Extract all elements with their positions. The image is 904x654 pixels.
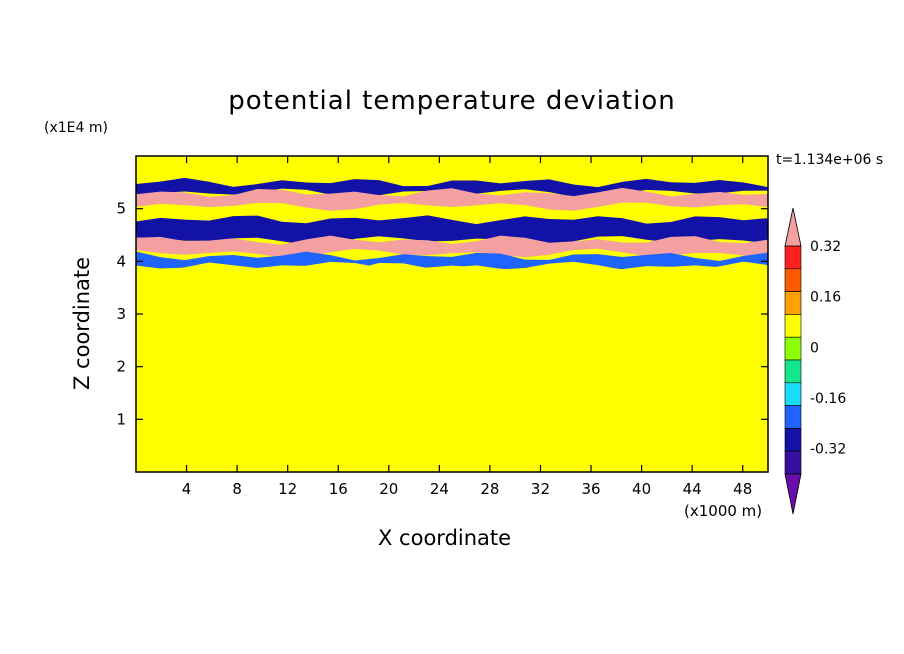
y-tick-label: 2	[116, 358, 126, 376]
colorbar-bin	[784, 405, 802, 429]
y-tick-label: 3	[116, 305, 126, 323]
x-tick-label: 16	[329, 480, 348, 498]
y-axis-label: Z coordinate	[70, 256, 94, 390]
colorbar-label: -0.16	[810, 391, 846, 407]
chart-title: potential temperature deviation	[228, 86, 676, 116]
y-tick-label: 5	[116, 200, 126, 218]
x-axis-label: X coordinate	[378, 526, 512, 550]
colorbar-label: -0.32	[810, 442, 846, 458]
colorbar-bin	[784, 336, 802, 361]
heatmap-layer	[136, 425, 768, 472]
colorbar-bin	[784, 291, 802, 315]
x-tick-label: 40	[632, 480, 651, 498]
colorbar-bin	[784, 450, 802, 475]
heatmap-plot-area	[136, 156, 768, 472]
heatmap-layer	[136, 187, 768, 211]
x-tick-label: 8	[232, 480, 242, 498]
colorbar-label: 0.16	[810, 290, 841, 306]
colorbar: 0.32 0.16 0 -0.16 -0.32	[784, 207, 846, 515]
colorbar-bin	[784, 382, 802, 406]
y-axis-unit: (x1E4 m)	[44, 120, 108, 136]
x-tick-label: 28	[480, 480, 499, 498]
colorbar-label: 0.32	[810, 239, 841, 255]
x-tick-label: 20	[379, 480, 398, 498]
colorbar-extend-top	[784, 207, 802, 247]
y-axis-ticks: 1 2 3 4 5	[116, 200, 768, 428]
colorbar-bin	[784, 314, 802, 338]
x-tick-label: 12	[278, 480, 297, 498]
time-label: t=1.134e+06 s	[776, 152, 884, 168]
y-tick-label: 4	[116, 252, 126, 270]
colorbar-bin	[784, 245, 802, 270]
heatmap-layer	[136, 261, 768, 435]
x-tick-label: 24	[430, 480, 449, 498]
heatmap-layer	[136, 235, 768, 258]
colorbar-extend-bottom	[784, 473, 802, 515]
colorbar-bin	[784, 428, 802, 452]
heatmap-layer	[136, 215, 768, 245]
x-tick-label: 44	[683, 480, 702, 498]
colorbar-label: 0	[810, 340, 819, 356]
x-tick-label: 48	[733, 480, 752, 498]
heatmap-layer	[136, 251, 768, 271]
x-axis-ticks: 4 8 12 16 20 24 28 32 36 40 44 48	[182, 156, 752, 498]
x-axis-unit: (x1000 m)	[684, 502, 763, 520]
colorbar-bin	[784, 359, 802, 384]
x-tick-label: 36	[581, 480, 600, 498]
x-tick-label: 32	[531, 480, 550, 498]
x-tick-label: 4	[182, 480, 192, 498]
y-tick-label: 1	[116, 410, 126, 428]
heatmap-layer	[136, 156, 768, 187]
colorbar-bin	[784, 268, 802, 292]
